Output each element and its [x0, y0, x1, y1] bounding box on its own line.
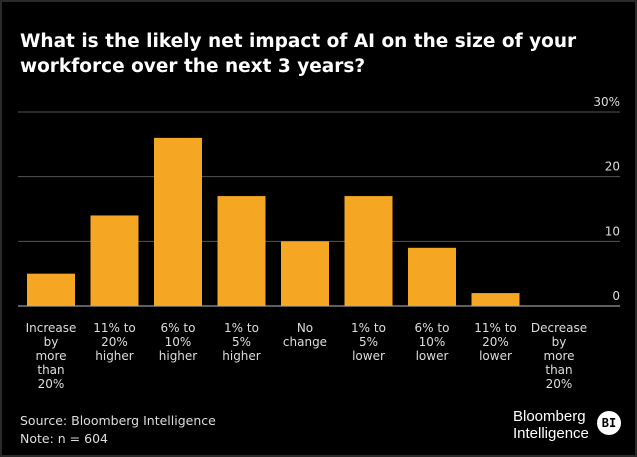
y-tick-label: 10	[605, 224, 620, 238]
x-tick-label: higher	[222, 349, 261, 363]
bar	[90, 215, 139, 306]
bi-badge-icon: BI	[597, 411, 621, 435]
x-tick-label: higher	[95, 349, 134, 363]
x-tick-label: 20%	[38, 377, 65, 391]
x-tick-label: 20%	[101, 335, 128, 349]
x-tick-label: No	[297, 321, 313, 335]
x-tick-label: by	[44, 335, 59, 349]
source-text: Source: Bloomberg Intelligence	[20, 413, 216, 428]
x-tick-label: 6% to	[161, 321, 196, 335]
x-tick-label: lower	[416, 349, 449, 363]
bar	[154, 137, 202, 306]
y-tick-label: 20	[605, 160, 620, 174]
x-tick-label: 11% to	[474, 321, 517, 335]
x-tick-label: change	[283, 335, 327, 349]
x-tick-label: than	[545, 363, 572, 377]
bar	[27, 273, 75, 306]
x-tick-label: 5%	[359, 335, 378, 349]
x-tick-label: more	[35, 349, 66, 363]
x-tick-label: 1% to	[351, 321, 386, 335]
x-tick-label: higher	[159, 349, 198, 363]
bloomberg-intelligence-logo: Bloomberg Intelligence	[513, 408, 589, 442]
x-tick-label: 20%	[482, 335, 509, 349]
x-tick-label: than	[37, 363, 64, 377]
bar	[344, 196, 393, 306]
x-tick-label: 20%	[546, 377, 573, 391]
x-tick-label: lower	[352, 349, 385, 363]
bar	[408, 247, 456, 306]
x-tick-label: Decrease	[531, 321, 587, 335]
y-tick-label: 0	[612, 289, 620, 303]
logo-line1: Bloomberg	[513, 408, 586, 425]
x-tick-label: lower	[479, 349, 512, 363]
x-tick-label: 11% to	[93, 321, 136, 335]
x-tick-label: 5%	[232, 335, 251, 349]
x-tick-label: by	[552, 335, 567, 349]
logo-line2: Intelligence	[513, 425, 589, 442]
note-text: Note: n = 604	[20, 431, 108, 446]
bar	[217, 196, 266, 306]
x-tick-label: 10%	[419, 335, 446, 349]
bar	[281, 241, 329, 306]
x-tick-label: more	[543, 349, 574, 363]
x-tick-label: 10%	[165, 335, 192, 349]
bar	[471, 293, 520, 306]
y-tick-label: 30%	[593, 95, 620, 109]
x-tick-label: 1% to	[224, 321, 259, 335]
x-tick-label: Increase	[26, 321, 77, 335]
x-tick-label: 6% to	[415, 321, 450, 335]
chart-title: What is the likely net impact of AI on t…	[20, 31, 577, 77]
